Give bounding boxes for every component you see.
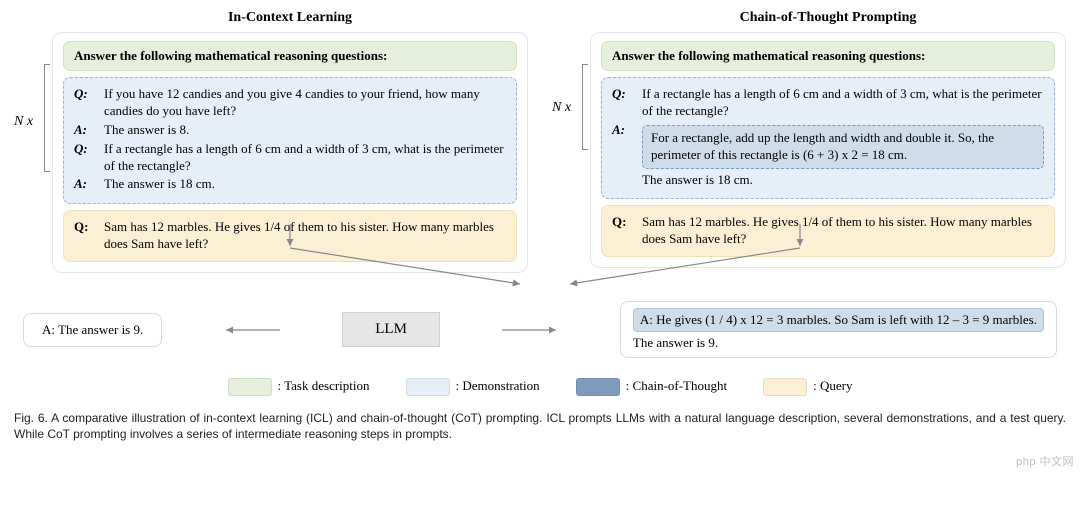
q-label: Q:: [612, 86, 634, 120]
q-label: Q:: [74, 141, 96, 175]
icl-query-block: Q:Sam has 12 marbles. He gives 1/4 of th…: [63, 210, 517, 262]
icl-title: In-Context Learning: [52, 10, 528, 26]
icl-demo-block: Q:If you have 12 candies and you give 4 …: [63, 77, 517, 204]
a-label: A:: [74, 176, 96, 193]
icl-answer-box: A: The answer is 9.: [23, 313, 162, 347]
llm-row: A: The answer is 9. LLM A: He gives (1 /…: [14, 301, 1066, 358]
q-label: Q:: [74, 86, 96, 120]
legend-task: : Task description: [228, 378, 370, 396]
icl-prompt-card: Answer the following mathematical reason…: [52, 32, 528, 273]
cot-demo-q: If a rectangle has a length of 6 cm and …: [642, 86, 1044, 120]
icl-task-description: Answer the following mathematical reason…: [63, 41, 517, 71]
demo-swatch: [406, 378, 450, 396]
n-times-label-left: N x: [14, 114, 48, 130]
watermark-text: php 中文网: [1016, 453, 1074, 469]
cot-query-block: Q:Sam has 12 marbles. He gives 1/4 of th…: [601, 205, 1055, 257]
arrow-left-icon: [222, 323, 282, 337]
icl-column: N x In-Context Learning Answer the follo…: [14, 10, 528, 273]
figure-caption: Fig. 6. A comparative illustration of in…: [14, 410, 1066, 442]
cot-answer-box: A: He gives (1 / 4) x 12 = 3 marbles. So…: [620, 301, 1057, 358]
legend-demo: : Demonstration: [406, 378, 540, 396]
a-label: A:: [74, 122, 96, 139]
query-swatch: [763, 378, 807, 396]
a-label: A:: [612, 122, 634, 189]
legend-query: : Query: [763, 378, 852, 396]
legend: : Task description : Demonstration : Cha…: [14, 378, 1066, 396]
icl-demo-q2: If a rectangle has a length of 6 cm and …: [104, 141, 506, 175]
q-label: Q:: [612, 214, 634, 248]
cot-demo-block: Q:If a rectangle has a length of 6 cm an…: [601, 77, 1055, 199]
cot-swatch: [576, 378, 620, 396]
q-label: Q:: [74, 219, 96, 253]
icl-demo-a1: The answer is 8.: [104, 122, 189, 139]
cot-task-description: Answer the following mathematical reason…: [601, 41, 1055, 71]
cot-query-text: Sam has 12 marbles. He gives 1/4 of them…: [642, 214, 1044, 248]
n-times-label-right: N x: [552, 100, 586, 116]
icl-query-text: Sam has 12 marbles. He gives 1/4 of them…: [104, 219, 506, 253]
cot-demo-final: The answer is 18 cm.: [642, 172, 1044, 189]
task-swatch: [228, 378, 272, 396]
arrow-right-icon: [500, 323, 560, 337]
icl-demo-q1: If you have 12 candies and you give 4 ca…: [104, 86, 506, 120]
cot-prompt-card: Answer the following mathematical reason…: [590, 32, 1066, 268]
cot-column: N x Chain-of-Thought Prompting Answer th…: [552, 10, 1066, 268]
cot-answer-reasoning: A: He gives (1 / 4) x 12 = 3 marbles. So…: [633, 308, 1044, 332]
cot-reasoning-box: For a rectangle, add up the length and w…: [642, 125, 1044, 169]
llm-box: LLM: [342, 312, 440, 347]
cot-answer-final: The answer is 9.: [633, 335, 1044, 351]
icl-demo-a2: The answer is 18 cm.: [104, 176, 215, 193]
cot-title: Chain-of-Thought Prompting: [590, 10, 1066, 26]
legend-cot: : Chain-of-Thought: [576, 378, 727, 396]
figure-diagram: N x In-Context Learning Answer the follo…: [14, 10, 1066, 273]
